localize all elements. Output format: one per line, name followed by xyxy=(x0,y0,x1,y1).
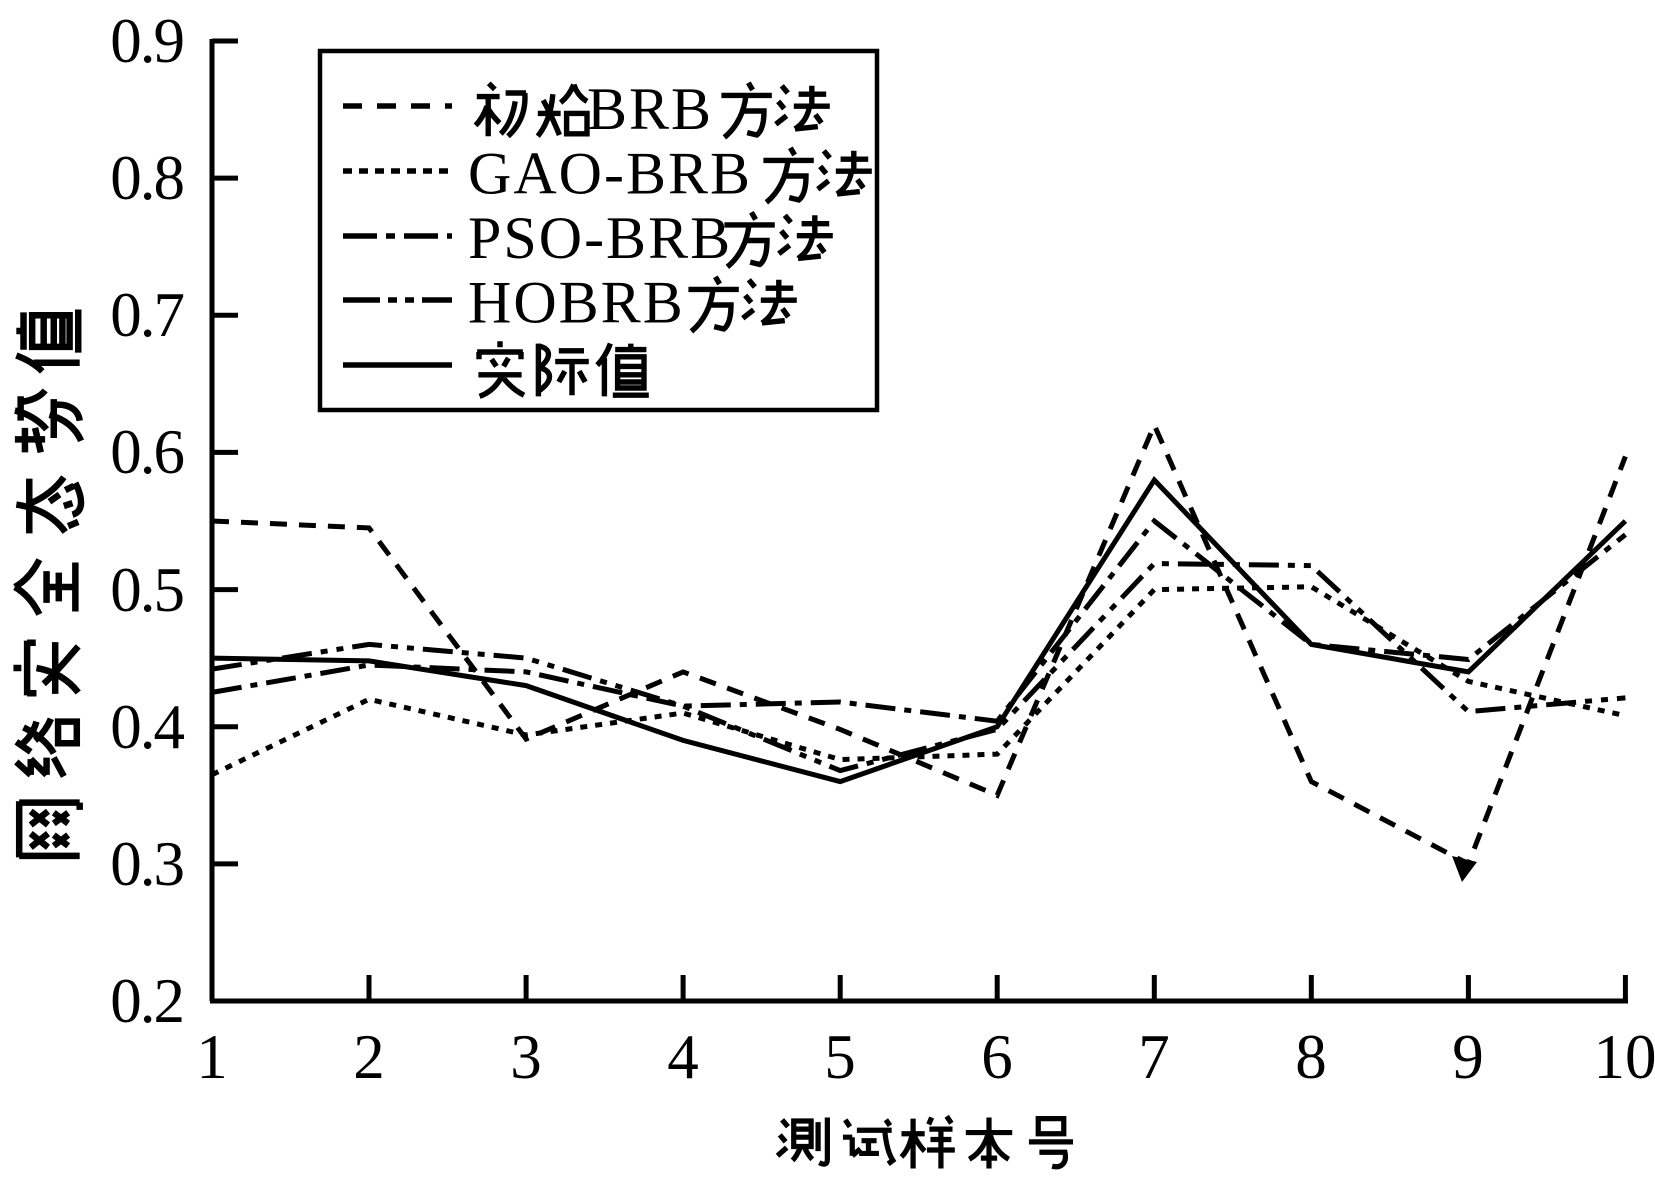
svg-text:HOBRB: HOBRB xyxy=(468,270,685,336)
svg-text:PSO-BRB: PSO-BRB xyxy=(468,205,732,271)
svg-text:4: 4 xyxy=(667,1022,699,1092)
svg-text:0.4: 0.4 xyxy=(110,692,184,762)
svg-text:0.3: 0.3 xyxy=(110,829,183,899)
svg-text:2: 2 xyxy=(353,1022,385,1092)
svg-text:0.2: 0.2 xyxy=(110,966,183,1036)
svg-text:6: 6 xyxy=(981,1022,1013,1092)
svg-text:7: 7 xyxy=(1138,1022,1170,1092)
svg-text:3: 3 xyxy=(510,1022,542,1092)
svg-text:0.7: 0.7 xyxy=(110,280,183,350)
svg-text:5: 5 xyxy=(824,1022,856,1092)
svg-text:0.6: 0.6 xyxy=(110,417,183,487)
svg-text:0.9: 0.9 xyxy=(110,6,183,76)
svg-text:0.8: 0.8 xyxy=(110,143,183,213)
svg-text:0.5: 0.5 xyxy=(110,555,183,625)
svg-text:GAO-BRB: GAO-BRB xyxy=(468,141,752,207)
svg-text:9: 9 xyxy=(1452,1022,1484,1092)
svg-text:8: 8 xyxy=(1295,1022,1327,1092)
svg-text:1: 1 xyxy=(196,1022,228,1092)
svg-text:10: 10 xyxy=(1594,1022,1655,1092)
svg-text:BRB: BRB xyxy=(587,76,713,142)
